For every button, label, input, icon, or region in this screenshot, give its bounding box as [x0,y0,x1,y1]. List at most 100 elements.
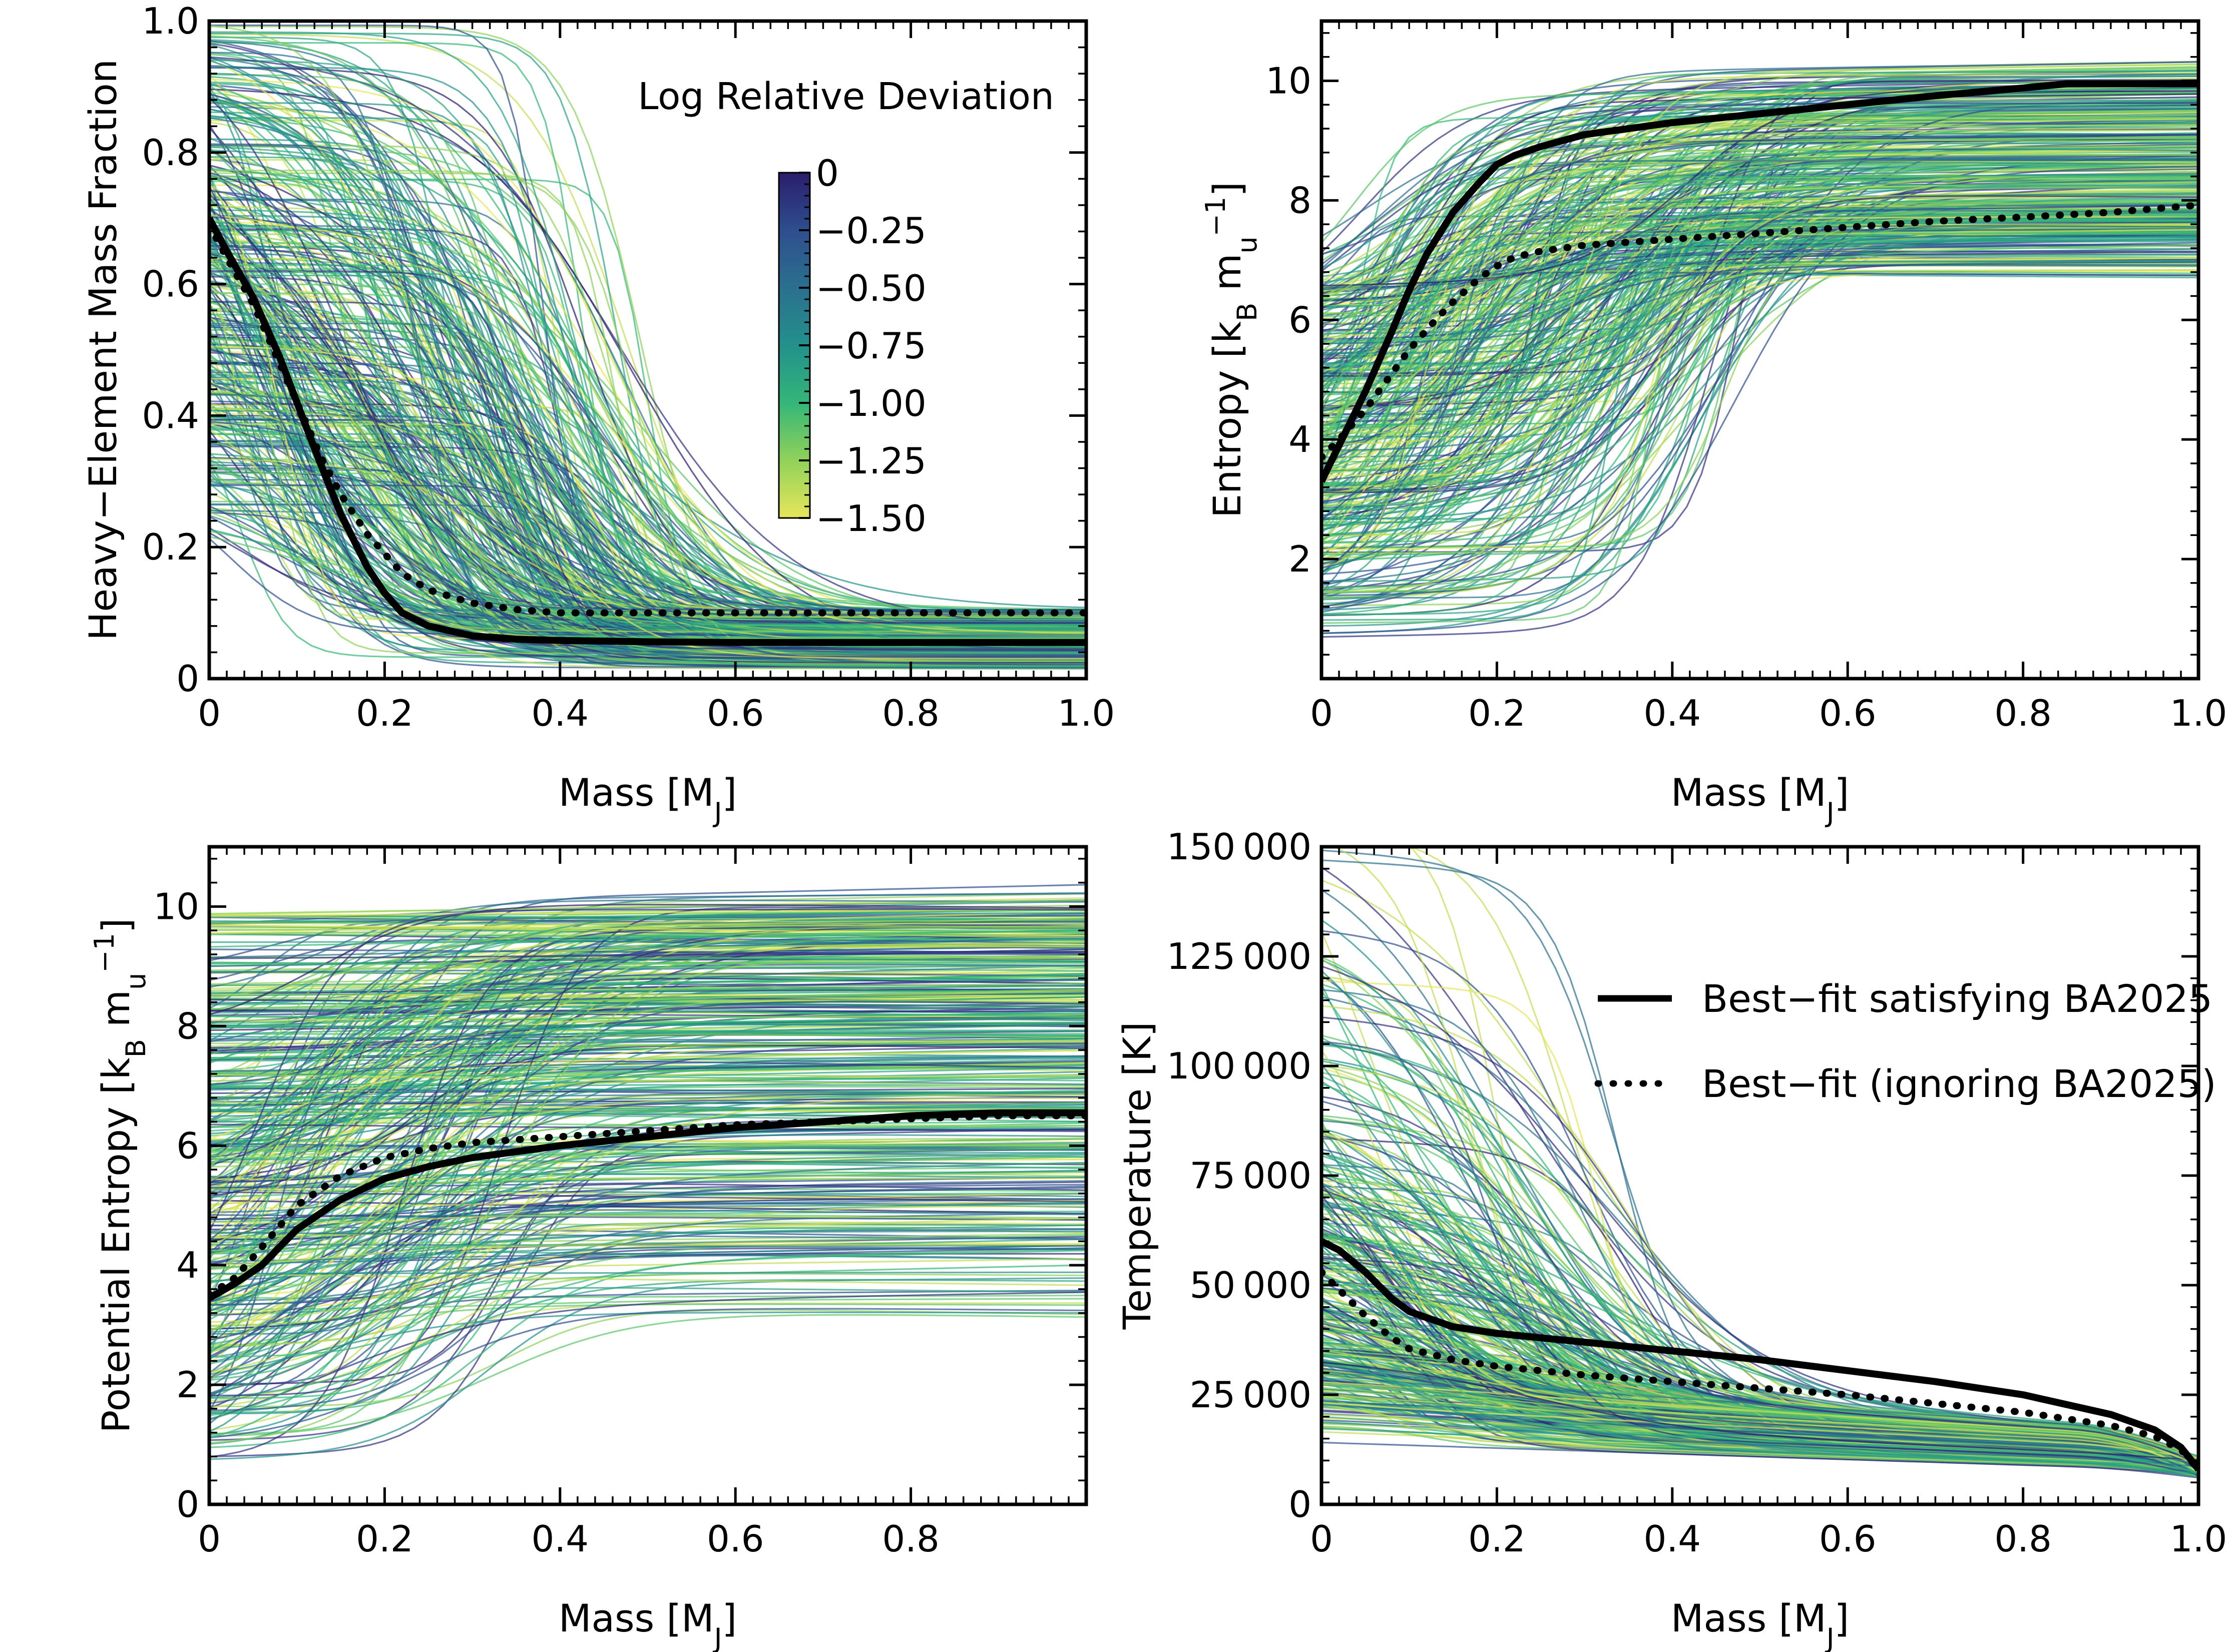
best-fit-solid-line [1321,80,2198,483]
ensemble-curve [1321,159,2198,502]
ensemble-curve [209,996,1086,1014]
ensemble-curve [1321,112,2198,552]
ensemble-curve [1321,162,2198,364]
ensemble-curve [209,1064,1086,1088]
x-tick-label: 0.6 [707,1518,764,1560]
y-tick-label: 8 [1288,179,1311,221]
y-tick-label: 2 [1288,538,1311,580]
x-tick-label: 0.4 [1644,1518,1701,1560]
x-tick-label: 0.4 [532,692,589,734]
ensemble-curve [209,214,1086,634]
ensemble-curve [209,190,1086,666]
y-tick-label: 75 000 [1190,1155,1311,1197]
ensemble-curve [209,460,1086,667]
ensemble-curve [209,1314,1086,1437]
ensemble-curve [209,924,1086,1168]
ensemble-curve [1321,166,2198,634]
y-tick-label: 8 [176,1005,199,1047]
ensemble-curve [1321,236,2198,535]
ensemble-curve [1321,271,2198,365]
ensemble-curve [209,1107,1086,1111]
ensemble-curve [209,1001,1086,1018]
ensemble-curve [209,1145,1086,1332]
x-tick-label: 0 [198,692,221,734]
x-axis-label-0: Mass [MJ] [559,770,737,828]
ensemble-curve [209,1033,1086,1183]
ensemble-curve [209,1089,1086,1420]
ensemble-curve [1321,271,2198,364]
ensemble-curve [1321,202,2198,419]
x-tick-label: 0.4 [532,1518,589,1560]
ensemble-curve [1321,104,2198,589]
ensemble-curve [1321,1349,2198,1467]
ensemble-curve [209,984,1086,997]
ensemble-curve [1321,1401,2198,1459]
x-tick-label: 1.0 [1058,692,1115,734]
ensemble-curve [209,1171,1086,1269]
ensemble-curve [209,1055,1086,1072]
ensemble-curve [209,1308,1086,1439]
ensemble-curve [1321,270,2198,495]
ensemble-curve [209,955,1086,1444]
ensemble-curve [209,1014,1086,1085]
ensemble-curve [1321,107,2198,270]
ensemble-curve [1321,264,2198,521]
ensemble-curve [209,937,1086,1150]
best-fit-dotted-line [209,221,1086,617]
ensemble-curve [209,988,1086,1042]
ensemble-curve [209,1232,1086,1240]
ensemble-curve [209,1279,1086,1399]
ensemble-curve [209,511,1086,658]
colorbar: Log Relative Deviation 0 −0.25 −0.50 −0.75 −… [638,75,1054,539]
colorbar-tick-label: 0 [816,152,839,194]
best-fit-dotted-line [1321,201,2198,461]
ensemble-curve [209,930,1086,1088]
ensemble-curve [209,1018,1086,1312]
x-axis-label-3: Mass [MJ] [1671,1596,1849,1652]
ensemble-curve [1321,125,2198,438]
x-axis-label-2: Mass [MJ] [559,1596,737,1652]
ensemble-curve [209,292,1086,635]
ensemble-curve [1321,183,2198,592]
x-tick-label: 0 [1310,692,1333,734]
ensemble-curve [1321,141,2198,613]
ensemble-curve [209,97,1086,664]
colorbar-tick-label: −0.50 [816,267,927,309]
ticks-2: 0 0.2 0.4 0.6 0.8 0 2 4 6 8 10 [153,847,1087,1560]
x-tick-label: 0.2 [356,692,413,734]
ensemble-curve [209,926,1086,929]
ensemble-curve [209,999,1086,1271]
ensemble-curve [209,511,1086,633]
ensemble-curve [1321,1358,2198,1474]
x-tick-label: 0 [198,1518,221,1560]
colorbar-title: Log Relative Deviation [638,75,1054,118]
y-tick-label: 0.8 [142,132,199,174]
ensemble-curve [209,903,1086,1015]
ensemble-curve [209,1001,1086,1189]
ensemble-curve [1321,1195,2198,1471]
best-fit-dotted-line [1321,1268,2198,1473]
ensemble-curve [209,1049,1086,1140]
ensemble-curve [209,1209,1086,1335]
ensemble-curve [209,1158,1086,1170]
ensemble-curve [209,1200,1086,1215]
y-tick-label: 4 [176,1244,199,1286]
ensemble-curve [209,1060,1086,1166]
ensemble-curve [1321,176,2198,440]
ensemble-curve [209,1221,1086,1323]
ensemble-curve [209,175,1086,626]
ensemble-curve [1321,251,2198,504]
ensemble-curve [1321,244,2198,471]
ensemble-curve [209,1277,1086,1460]
ensemble-curve [209,1258,1086,1326]
ensemble-curve [209,951,1086,1215]
ensemble-curve [209,908,1086,1232]
y-tick-label: 50 000 [1190,1264,1311,1306]
ensemble-curve [209,951,1086,959]
ensemble-curve [1321,129,2198,298]
panel-potential-entropy: 0 0.2 0.4 0.6 0.8 0 2 4 6 8 10 Mass [MJ] Potential… [89,845,1088,1652]
x-tick-label: 0.8 [1994,692,2052,734]
ensemble-curve [209,1177,1086,1181]
x-tick-label: 0.8 [882,1518,940,1560]
